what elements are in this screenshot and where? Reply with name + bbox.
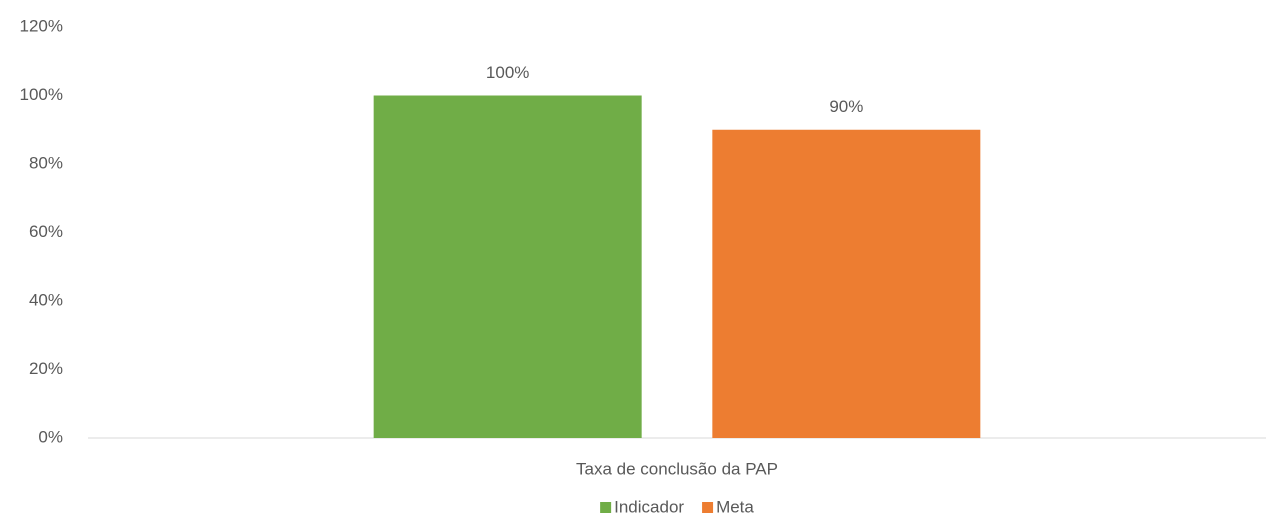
bar (373, 95, 642, 438)
y-tick-label: 80% (29, 153, 63, 172)
bar (712, 129, 981, 438)
x-tick-label: Taxa de conclusão da PAP (576, 459, 778, 478)
y-tick-label: 120% (20, 16, 63, 35)
legend-label: Indicador (614, 497, 684, 516)
data-label: 90% (829, 97, 863, 116)
y-tick-label: 40% (29, 290, 63, 309)
legend-label: Meta (716, 497, 754, 516)
y-tick-label: 0% (38, 427, 63, 446)
y-tick-label: 20% (29, 359, 63, 378)
data-label: 100% (486, 63, 529, 82)
y-tick-label: 60% (29, 222, 63, 241)
legend-swatch (600, 502, 612, 513)
y-tick-label: 100% (20, 85, 63, 104)
legend-swatch (702, 502, 714, 513)
